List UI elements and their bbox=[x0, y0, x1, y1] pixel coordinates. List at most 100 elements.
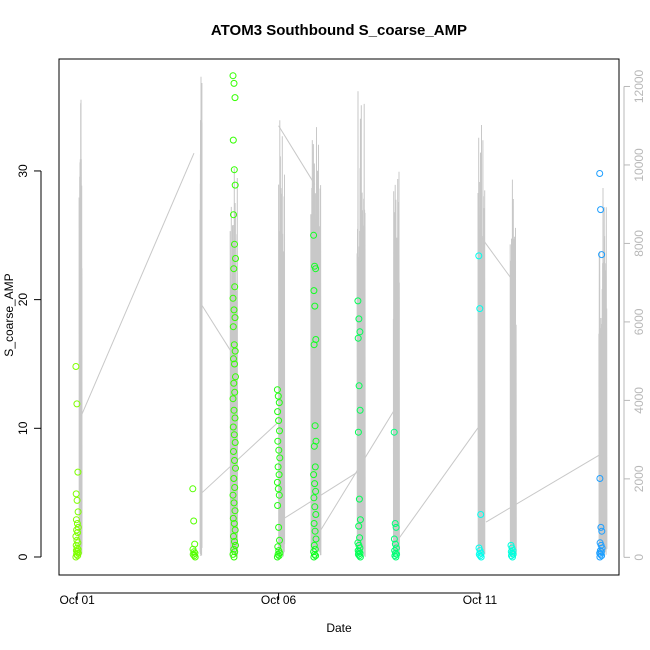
point-series-layer bbox=[72, 72, 606, 561]
data-point bbox=[74, 552, 82, 560]
data-point bbox=[596, 553, 604, 561]
data-point bbox=[356, 328, 364, 336]
data-point bbox=[355, 522, 363, 530]
data-point bbox=[392, 553, 400, 561]
data-point bbox=[275, 491, 283, 499]
data-point bbox=[390, 428, 398, 436]
line-cluster bbox=[229, 168, 238, 558]
data-point bbox=[355, 495, 363, 503]
line-cluster bbox=[598, 187, 608, 556]
data-point bbox=[596, 170, 604, 177]
data-point bbox=[275, 399, 283, 407]
data-point bbox=[190, 517, 198, 525]
data-point bbox=[274, 408, 282, 416]
data-point bbox=[311, 422, 319, 430]
line-connector bbox=[278, 125, 316, 185]
data-point bbox=[312, 552, 320, 560]
data-point bbox=[230, 379, 238, 387]
data-point bbox=[231, 538, 238, 545]
data-point bbox=[310, 494, 318, 502]
data-point bbox=[230, 448, 237, 455]
line-cluster bbox=[199, 76, 203, 557]
data-point bbox=[232, 373, 239, 381]
data-point bbox=[72, 516, 80, 524]
data-point bbox=[230, 475, 238, 482]
data-point bbox=[73, 496, 81, 504]
data-point bbox=[598, 527, 606, 535]
y2-tick-label: 4000 bbox=[632, 387, 646, 414]
data-point bbox=[74, 529, 82, 536]
data-point bbox=[273, 478, 281, 486]
data-point bbox=[231, 484, 239, 491]
line-cluster bbox=[356, 91, 366, 558]
data-point bbox=[231, 181, 239, 189]
data-point bbox=[276, 427, 283, 435]
data-point bbox=[230, 211, 237, 219]
data-point bbox=[230, 306, 238, 314]
data-point bbox=[312, 265, 320, 273]
line-cluster bbox=[509, 179, 517, 558]
line-connector bbox=[320, 407, 396, 531]
data-point bbox=[597, 523, 605, 531]
data-point bbox=[310, 341, 318, 349]
data-point bbox=[275, 446, 283, 454]
y2-tick-label: 6000 bbox=[632, 308, 646, 335]
chart-title: ATOM3 Southbound S_coarse_AMP bbox=[211, 22, 467, 39]
line-cluster bbox=[392, 171, 400, 558]
y2-tick-label: 10000 bbox=[632, 148, 646, 182]
line-connector bbox=[80, 152, 195, 417]
data-point bbox=[311, 463, 319, 471]
axes-layer: 0 10 20 30 0 2000 4000 6000 8000 10000 12000 Oct 01… bbox=[16, 69, 646, 607]
data-point bbox=[230, 355, 237, 363]
data-point bbox=[310, 287, 318, 295]
line-connector bbox=[485, 454, 600, 523]
data-point bbox=[273, 553, 281, 561]
data-point bbox=[275, 471, 283, 479]
data-point bbox=[72, 553, 80, 561]
data-point bbox=[190, 552, 198, 560]
data-point bbox=[355, 382, 363, 390]
data-point bbox=[274, 437, 282, 445]
data-point bbox=[230, 553, 238, 561]
data-point bbox=[229, 423, 237, 431]
data-point bbox=[310, 471, 318, 479]
data-point bbox=[231, 439, 239, 446]
data-point bbox=[231, 507, 239, 515]
line-connector bbox=[479, 235, 515, 283]
data-point bbox=[229, 136, 237, 144]
data-point bbox=[310, 553, 318, 561]
data-point bbox=[230, 532, 237, 540]
data-point bbox=[230, 520, 238, 527]
data-point bbox=[230, 341, 238, 349]
data-point bbox=[356, 406, 364, 414]
x-tick-label: Oct 11 bbox=[463, 593, 498, 607]
data-point bbox=[73, 400, 81, 408]
data-point bbox=[229, 514, 237, 522]
data-point bbox=[230, 79, 238, 87]
data-point bbox=[311, 480, 319, 488]
data-point bbox=[391, 552, 399, 560]
data-point bbox=[311, 527, 319, 535]
y2-tick-label: 8000 bbox=[632, 230, 646, 257]
data-point bbox=[476, 305, 484, 313]
data-point bbox=[355, 315, 363, 323]
data-point bbox=[273, 386, 281, 394]
data-point bbox=[231, 94, 239, 102]
data-point bbox=[354, 428, 362, 436]
y2-tick-label: 12000 bbox=[632, 69, 646, 103]
data-point bbox=[312, 487, 320, 495]
data-point bbox=[390, 535, 398, 543]
line-connector bbox=[199, 419, 281, 495]
data-point bbox=[231, 240, 238, 248]
data-point bbox=[276, 536, 283, 544]
x-tick-label: Oct 01 bbox=[59, 593, 95, 607]
data-point bbox=[231, 457, 238, 464]
data-point bbox=[229, 323, 237, 331]
data-point bbox=[312, 511, 320, 518]
data-point bbox=[274, 485, 282, 493]
data-point bbox=[477, 511, 485, 518]
line-connector bbox=[284, 470, 360, 519]
data-point bbox=[598, 552, 606, 560]
data-point bbox=[74, 468, 82, 476]
line-cluster bbox=[278, 120, 286, 558]
